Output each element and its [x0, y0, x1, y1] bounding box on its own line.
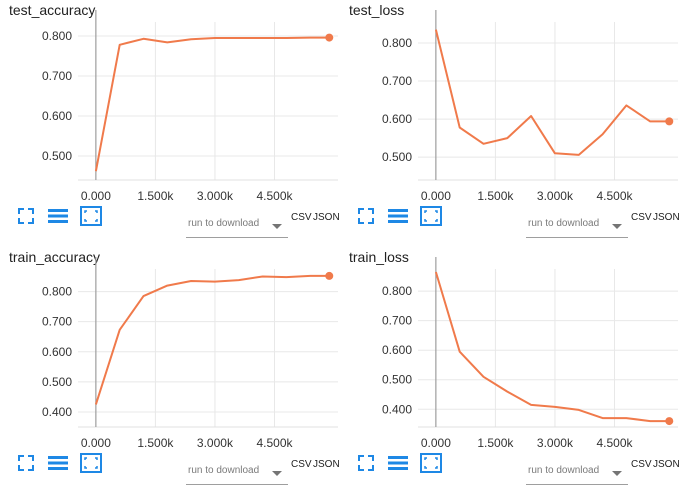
json-link[interactable]: JSON	[653, 212, 680, 223]
list-icon[interactable]	[388, 455, 408, 473]
chevron-down-icon	[272, 471, 282, 476]
json-link[interactable]: JSON	[313, 459, 340, 470]
x-tick-label: 4.500k	[256, 189, 293, 203]
x-tick-label: 3.000k	[537, 436, 574, 450]
chart-title: train_loss	[349, 249, 409, 265]
y-tick-label: 0.500	[382, 373, 412, 387]
chart-toolbar: run to download CSV JSON	[0, 452, 340, 488]
download-placeholder: run to download	[188, 218, 260, 229]
json-link[interactable]: JSON	[653, 459, 680, 470]
fullscreen-icon[interactable]	[358, 455, 378, 473]
fit-domain-icon[interactable]	[420, 453, 442, 473]
x-tick-label: 3.000k	[537, 189, 574, 203]
y-tick-label: 0.700	[382, 314, 412, 328]
csv-link[interactable]: CSV	[291, 459, 312, 470]
chevron-down-icon	[272, 224, 282, 229]
chart-title: test_accuracy	[9, 2, 96, 18]
series-line	[434, 29, 670, 156]
y-tick-label: 0.400	[42, 405, 72, 419]
csv-link[interactable]: CSV	[631, 212, 652, 223]
y-tick-label: 0.500	[42, 375, 72, 389]
run-download-dropdown[interactable]: run to download	[526, 213, 628, 238]
x-tick-label: 1.500k	[137, 189, 174, 203]
y-tick-label: 0.500	[382, 150, 412, 164]
series-line	[94, 274, 330, 405]
y-tick-label: 0.400	[382, 402, 412, 416]
chart-card-test-accuracy: test_accuracy 0.500 0.600 0.700 0.800 0.000 1…	[0, 0, 340, 240]
y-tick-label: 0.600	[42, 109, 72, 123]
chart-plot[interactable]: 0.500 0.600 0.700 0.800 0.000 1.500k 3.000k 4.5…	[340, 10, 680, 212]
csv-link[interactable]: CSV	[631, 459, 652, 470]
run-download-dropdown[interactable]: run to download	[526, 460, 628, 485]
run-download-dropdown[interactable]: run to download	[186, 460, 288, 485]
y-tick-label: 0.700	[42, 69, 72, 83]
chart-toolbar: run to download CSV JSON	[0, 205, 340, 241]
x-tick-label: 0.000	[81, 436, 111, 450]
series-last-point	[665, 117, 674, 126]
chart-card-train-loss: train_loss 0.400 0.500 0.600 0.700 0.800 0.00…	[340, 247, 680, 487]
chart-plot[interactable]: 0.500 0.600 0.700 0.800 0.000 1.500k 3.000k 4.5…	[0, 10, 340, 212]
chevron-down-icon	[612, 471, 622, 476]
y-tick-label: 0.800	[42, 29, 72, 43]
list-icon[interactable]	[48, 455, 68, 473]
y-tick-label: 0.800	[42, 285, 72, 299]
series-line	[94, 36, 330, 172]
y-tick-label: 0.600	[382, 112, 412, 126]
list-icon[interactable]	[388, 208, 408, 226]
fit-domain-icon[interactable]	[80, 206, 102, 226]
chart-plot[interactable]: 0.400 0.500 0.600 0.700 0.800 0.000 1.500k 3.00…	[0, 257, 340, 459]
series-last-point	[665, 417, 674, 426]
y-tick-label: 0.700	[382, 74, 412, 88]
y-tick-label: 0.500	[42, 149, 72, 163]
fullscreen-icon[interactable]	[358, 208, 378, 226]
x-tick-label: 0.000	[81, 189, 111, 203]
chevron-down-icon	[612, 224, 622, 229]
chart-plot[interactable]: 0.400 0.500 0.600 0.700 0.800 0.000 1.500k 3.00…	[340, 257, 680, 459]
y-tick-label: 0.700	[42, 315, 72, 329]
x-tick-label: 3.000k	[197, 189, 234, 203]
y-tick-label: 0.800	[382, 284, 412, 298]
download-placeholder: run to download	[188, 465, 260, 476]
download-placeholder: run to download	[528, 218, 600, 229]
x-tick-label: 1.500k	[477, 436, 514, 450]
run-download-dropdown[interactable]: run to download	[186, 213, 288, 238]
fullscreen-icon[interactable]	[18, 455, 38, 473]
list-icon[interactable]	[48, 208, 68, 226]
x-tick-label: 4.500k	[596, 189, 633, 203]
x-tick-label: 4.500k	[596, 436, 633, 450]
series-last-point	[325, 33, 334, 42]
chart-title: train_accuracy	[9, 249, 101, 265]
chart-title: test_loss	[349, 2, 405, 18]
x-tick-label: 0.000	[421, 436, 451, 450]
x-tick-label: 0.000	[421, 189, 451, 203]
fullscreen-icon[interactable]	[18, 208, 38, 226]
fit-domain-icon[interactable]	[420, 206, 442, 226]
y-tick-label: 0.600	[382, 343, 412, 357]
y-tick-label: 0.800	[382, 36, 412, 50]
x-tick-label: 1.500k	[137, 436, 174, 450]
download-placeholder: run to download	[528, 465, 600, 476]
series-last-point	[325, 271, 334, 280]
chart-card-train-accuracy: train_accuracy 0.400 0.500 0.600 0.700 0.800…	[0, 247, 340, 487]
series-line	[434, 271, 670, 423]
x-tick-label: 1.500k	[477, 189, 514, 203]
fit-domain-icon[interactable]	[80, 453, 102, 473]
y-tick-label: 0.600	[42, 345, 72, 359]
chart-toolbar: run to download CSV JSON	[340, 452, 680, 488]
x-tick-label: 4.500k	[256, 436, 293, 450]
json-link[interactable]: JSON	[313, 212, 340, 223]
chart-card-test-loss: test_loss 0.500 0.600 0.700 0.800 0.000 1.500…	[340, 0, 680, 240]
chart-toolbar: run to download CSV JSON	[340, 205, 680, 241]
csv-link[interactable]: CSV	[291, 212, 312, 223]
x-tick-label: 3.000k	[197, 436, 234, 450]
